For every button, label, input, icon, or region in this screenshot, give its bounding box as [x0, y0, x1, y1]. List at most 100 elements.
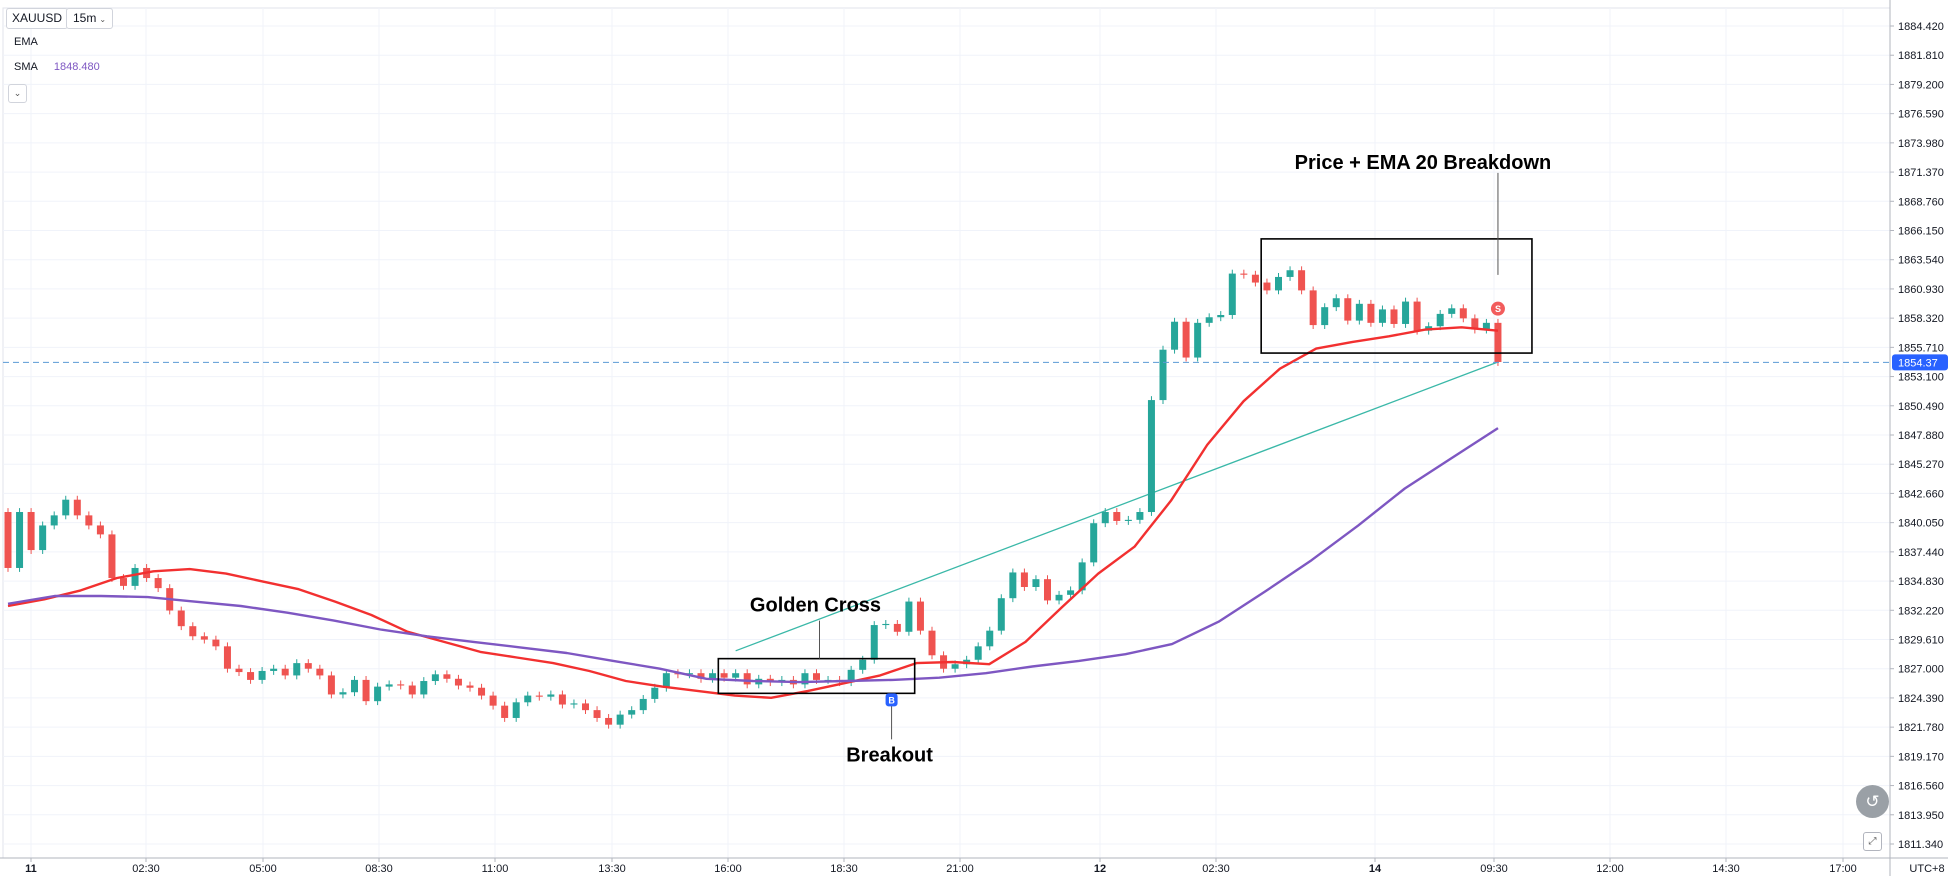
candle-body: [997, 598, 1005, 631]
candle-body: [1078, 562, 1086, 591]
candle-body: [916, 601, 924, 631]
candle-body: [1055, 594, 1063, 601]
candle-body: [27, 512, 35, 551]
time-tick-label: 13:30: [598, 863, 626, 875]
breakdown-label: Price + EMA 20 Breakdown: [1295, 152, 1552, 174]
candle-body: [882, 623, 890, 626]
breakdown-box: [1260, 238, 1533, 354]
candle-body: [281, 668, 289, 676]
candle-body: [1482, 322, 1490, 330]
golden-cross-label: Golden Cross: [750, 595, 881, 617]
candle-body: [743, 673, 751, 685]
sell-marker-label: S: [1495, 304, 1501, 314]
candle-body: [316, 668, 324, 676]
chevron-down-icon: ⌄: [99, 15, 107, 24]
candle-body: [1194, 322, 1202, 358]
legend-collapse-button[interactable]: ⌄: [8, 84, 27, 103]
time-tick-label: 11: [25, 863, 37, 875]
candle-body: [177, 610, 185, 627]
ema-line: [7, 326, 1499, 699]
timeframe-selector[interactable]: 15m ⌄: [66, 8, 114, 29]
candle-body: [1402, 301, 1410, 324]
candle-body: [685, 673, 693, 675]
moving-averages: [7, 326, 1499, 699]
candle-body: [1332, 298, 1340, 308]
legend-ema[interactable]: EMA: [14, 36, 38, 48]
candle-body: [1390, 309, 1398, 324]
price-tick-label: 1834.830: [1898, 576, 1944, 588]
price-tick-label: 1850.490: [1898, 401, 1944, 413]
candle-body: [547, 694, 555, 697]
candle-body: [39, 525, 47, 551]
symbol-selector[interactable]: XAUUSD: [6, 8, 69, 29]
candle-body: [1032, 579, 1040, 588]
candle-body: [85, 515, 93, 526]
time-tick-label: 21:00: [946, 863, 974, 875]
time-tick-label: 18:30: [830, 863, 858, 875]
candle-body: [709, 673, 717, 679]
candle-body: [235, 668, 243, 673]
candle-body: [1020, 572, 1028, 588]
candle-body: [454, 678, 462, 686]
candle-body: [73, 499, 81, 516]
candle-body: [1182, 321, 1190, 358]
auto-scale-button[interactable]: ⤢: [1863, 832, 1882, 851]
legend-sma[interactable]: SMA 1848.480: [14, 61, 100, 73]
candle-body: [131, 567, 139, 586]
candle-body: [1090, 523, 1098, 563]
candle-body: [443, 674, 451, 679]
price-tick-label: 1813.950: [1898, 810, 1944, 822]
candle-body: [327, 675, 335, 695]
candle-body: [16, 512, 24, 568]
candle-body: [1275, 276, 1282, 291]
candle-body: [96, 525, 104, 535]
candle-body: [339, 692, 347, 695]
candle-body: [605, 717, 613, 725]
price-tick-label: 1855.710: [1898, 342, 1944, 354]
candle-body: [420, 681, 428, 695]
candle-body: [408, 685, 416, 695]
legend-ema-label: EMA: [14, 36, 38, 48]
candle-body: [374, 686, 382, 702]
candle-body: [593, 710, 601, 718]
time-tick-label: 11:00: [482, 863, 509, 875]
candle-body: [397, 684, 405, 686]
current-price: 1854.37: [3, 354, 1948, 371]
candle-body: [662, 673, 670, 688]
current-price-tag: [1892, 354, 1948, 371]
time-tick-label: 14: [1369, 863, 1382, 875]
price-tick-label: 1876.590: [1898, 109, 1944, 121]
candle-body: [1044, 579, 1051, 601]
candle-body: [1436, 313, 1444, 327]
candle-body: [1147, 400, 1155, 513]
candle-body: [362, 679, 370, 702]
candle-body: [1009, 572, 1017, 599]
candle-body: [570, 703, 578, 705]
candle-body: [62, 499, 70, 516]
price-tick-label: 1884.420: [1898, 21, 1944, 33]
price-tick-label: 1832.220: [1898, 605, 1944, 617]
candle-body: [905, 601, 913, 632]
candle-body: [535, 695, 543, 697]
price-tick-label: 1863.540: [1898, 255, 1944, 267]
golden-cross-box: [717, 657, 916, 695]
scroll-to-realtime-button[interactable]: ↺: [1856, 785, 1889, 818]
trendline: [735, 361, 1499, 652]
time-tick-label: 12: [1094, 863, 1106, 875]
candle-body: [951, 664, 959, 669]
candle-body: [1344, 298, 1352, 321]
candle-body: [120, 578, 127, 586]
candle-body: [1240, 273, 1248, 275]
candle-body: [639, 698, 647, 711]
candle-body: [223, 646, 231, 669]
candle-body: [512, 702, 520, 718]
grid: [2, 7, 1891, 859]
candle-body: [1113, 512, 1121, 521]
price-tick-label: 1842.660: [1898, 488, 1944, 500]
current-price-label: 1854.37: [1898, 357, 1938, 369]
time-tick-label: 12:00: [1596, 863, 1624, 875]
price-tick-label: 1853.100: [1898, 372, 1944, 384]
price-tick-label: 1819.170: [1898, 751, 1944, 763]
auto-scale-icon: ⤢: [1868, 836, 1877, 847]
